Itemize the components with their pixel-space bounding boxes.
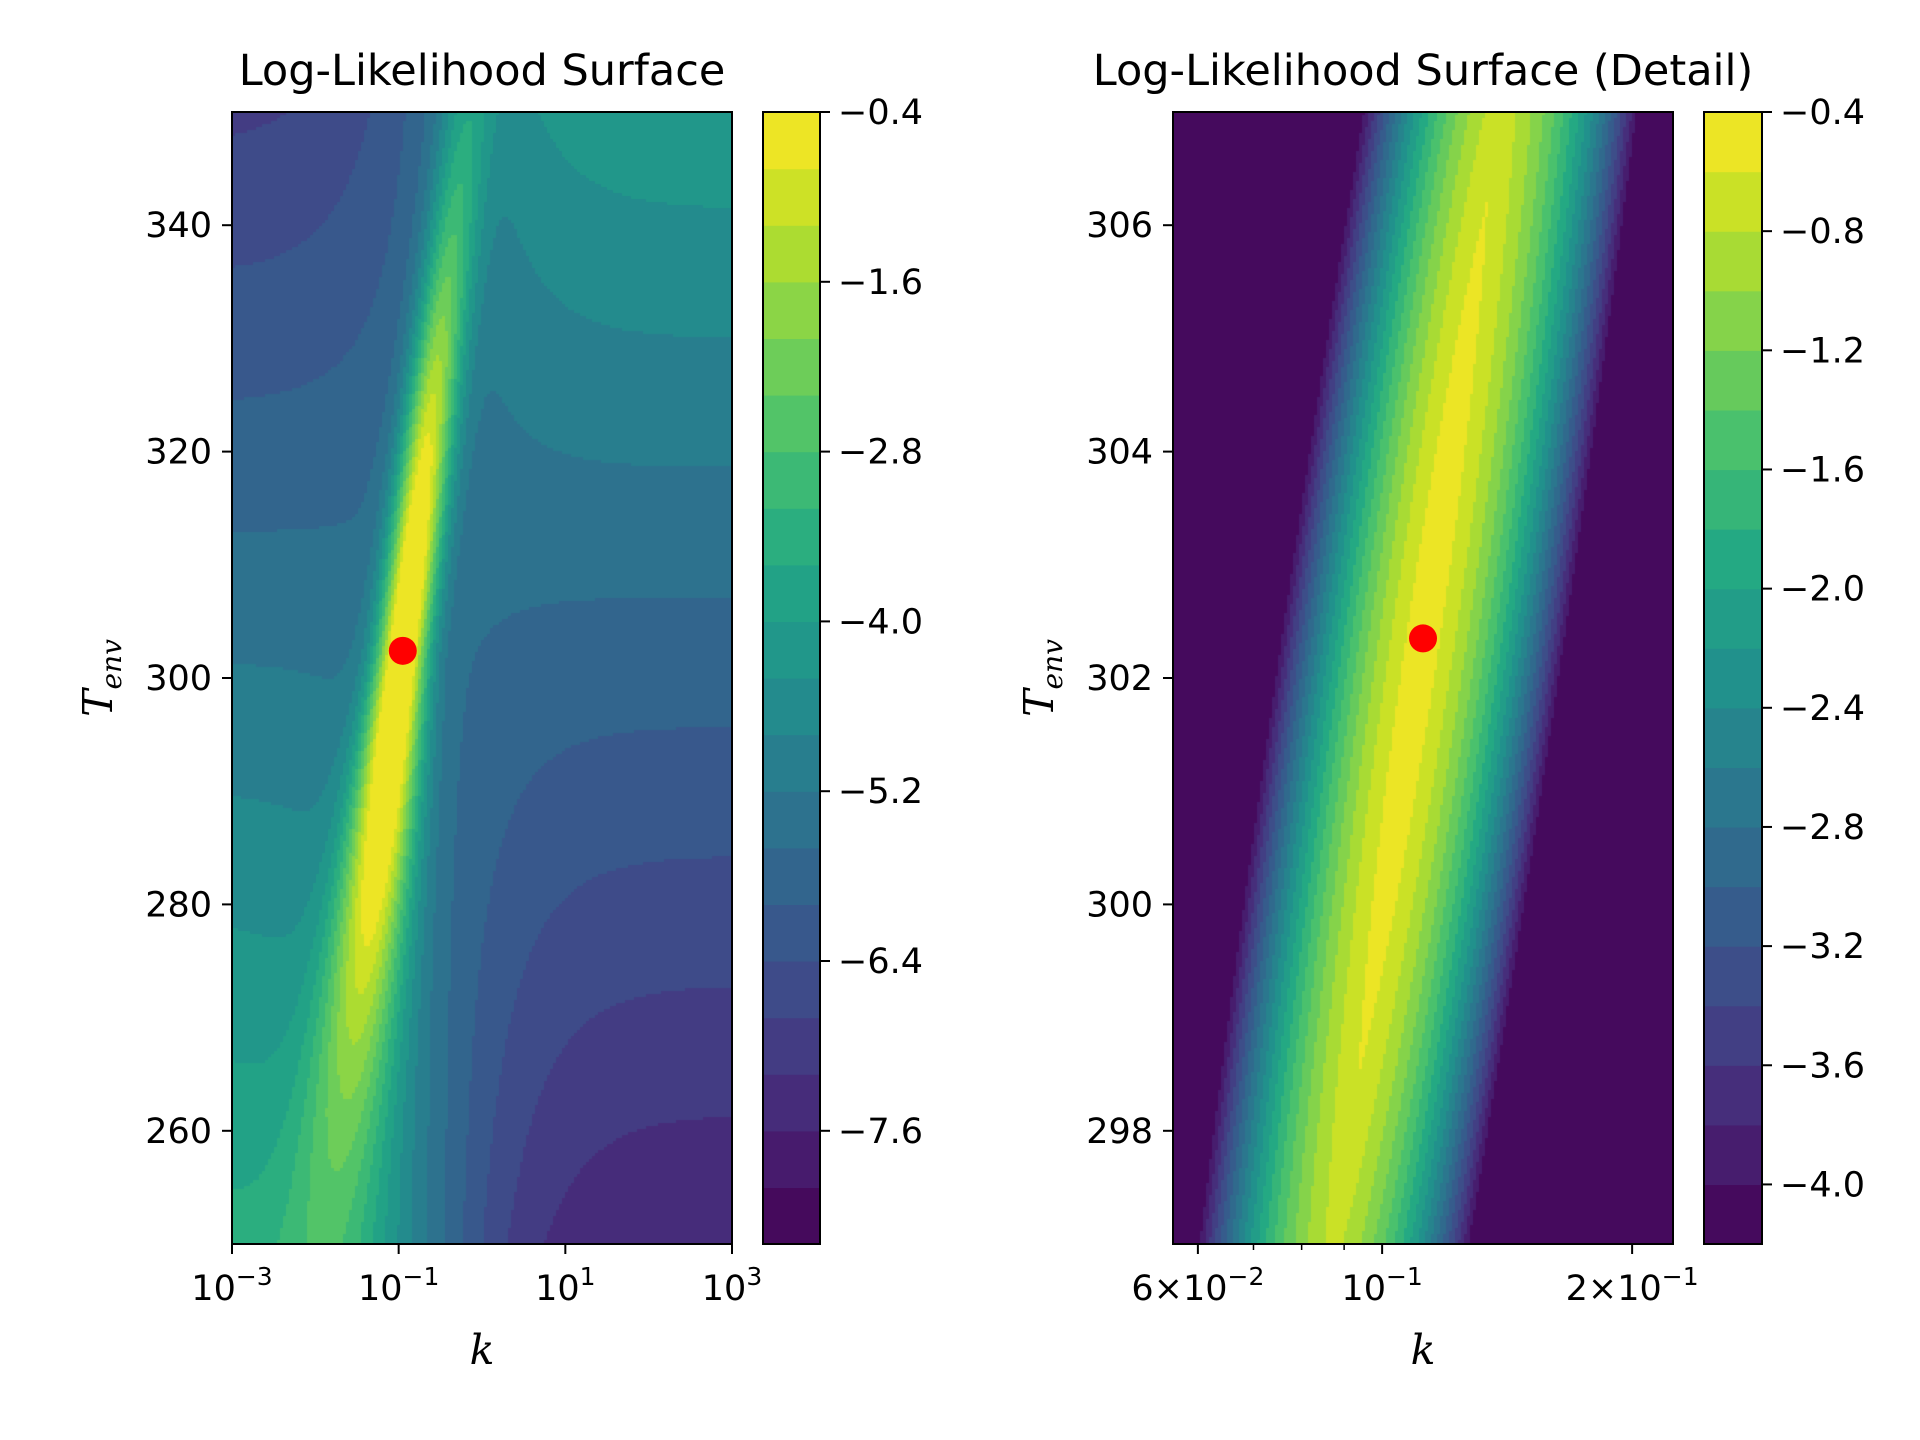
y-tick-label: 302 <box>1086 659 1153 699</box>
contour-surface <box>1173 112 1673 1244</box>
y-tick-label: 298 <box>1086 1112 1153 1152</box>
colorbar-level <box>1704 1184 1762 1245</box>
colorbar-level <box>763 1187 820 1245</box>
colorbar-level <box>763 112 820 170</box>
colorbar-level <box>763 961 820 1019</box>
colorbar-level <box>763 904 820 962</box>
panel-2: Log-Likelihood Surface (Detail) 298 300 302… <box>1015 46 1865 1374</box>
y-tick-label: 340 <box>145 206 212 246</box>
colorbar-level <box>1704 826 1762 888</box>
y-axis-label: Tenv <box>1015 639 1069 717</box>
colorbar-level <box>763 621 820 679</box>
colorbar-frame <box>1703 111 1763 1245</box>
colorbar-level <box>1704 469 1762 530</box>
colorbar-level <box>763 338 820 396</box>
mle-marker <box>1409 624 1437 653</box>
y-tick-label: 306 <box>1086 206 1153 246</box>
y-tick-label: 300 <box>145 659 212 699</box>
colorbar-level <box>1704 588 1762 649</box>
colorbar-tick-label: −2.8 <box>1780 808 1865 848</box>
y-tick-label: 300 <box>1086 885 1153 925</box>
colorbar-level <box>763 734 820 792</box>
y-tick-label: 260 <box>145 1112 212 1152</box>
colorbar-tick-label: −3.2 <box>1780 927 1865 967</box>
x-tick-label: 10−1 <box>358 1262 439 1309</box>
colorbar-tick-label: −4.0 <box>1780 1165 1865 1205</box>
colorbar-level <box>763 791 820 849</box>
x-axis-label: k <box>1411 1326 1436 1374</box>
colorbar-tick-label: −5.2 <box>838 772 923 812</box>
colorbar-level <box>763 564 820 622</box>
y-tick-label: 320 <box>145 433 212 473</box>
x-tick-label: 6×10−2 <box>1131 1262 1264 1309</box>
colorbar-tick-label: −3.6 <box>1780 1046 1865 1086</box>
colorbar-tick-label: −2.8 <box>838 433 923 473</box>
x-tick-label: 101 <box>535 1262 595 1309</box>
colorbar-level <box>763 1130 820 1188</box>
panel-1: Log-Likelihood Surface 260 280 300 320 340 10−… <box>74 46 923 1374</box>
mle-marker <box>388 636 417 665</box>
colorbar-level <box>1704 290 1762 351</box>
colorbar-level <box>1704 529 1762 590</box>
colorbar-tick-label: −7.6 <box>838 1112 923 1152</box>
colorbar-level <box>1704 767 1762 828</box>
colorbar-tick-label: −0.4 <box>838 93 923 133</box>
colorbar-level <box>763 678 820 736</box>
colorbar-level <box>763 1074 820 1132</box>
colorbar-level <box>1704 707 1762 768</box>
x-tick-label: 10−1 <box>1341 1262 1422 1309</box>
colorbar-tick-label: −4.0 <box>838 602 923 642</box>
y-axis-label: Tenv <box>74 639 128 717</box>
x-tick-label: 10−3 <box>191 1262 272 1309</box>
x-tick-label: 103 <box>702 1262 762 1309</box>
colorbar-level <box>1704 886 1762 947</box>
colorbar-level <box>1704 112 1762 173</box>
colorbar-level <box>1704 409 1762 471</box>
colorbar-level <box>1704 231 1762 292</box>
x-axis-label: k <box>470 1326 495 1374</box>
colorbar-tick-label: −2.4 <box>1780 689 1865 729</box>
chart-title: Log-Likelihood Surface (Detail) <box>1093 46 1753 96</box>
colorbar-level <box>763 281 820 339</box>
colorbar-frame <box>762 111 821 1245</box>
colorbar-tick-label: −0.8 <box>1780 212 1865 252</box>
colorbar-tick-label: −1.2 <box>1780 331 1865 371</box>
colorbar-level <box>763 508 820 566</box>
colorbar-level <box>1704 350 1762 411</box>
colorbar-level <box>763 847 820 905</box>
colorbar-level <box>763 1017 820 1075</box>
colorbar-level <box>1704 1065 1762 1126</box>
colorbar-level <box>1704 648 1762 709</box>
colorbar-level <box>1704 1124 1762 1186</box>
colorbar: −0.4 −1.6 −2.8 −4.0 −5.2 −6.4 −7.6 <box>762 93 923 1245</box>
colorbar-tick-label: −2.0 <box>1780 570 1865 610</box>
y-tick-label: 280 <box>145 885 212 925</box>
colorbar-level <box>763 168 820 226</box>
contour-surface <box>232 112 732 1244</box>
colorbar-level <box>1704 946 1762 1007</box>
x-tick-label: 2×10−1 <box>1566 1262 1699 1309</box>
colorbar: −0.4 −0.8 −1.2 −1.6 −2.0 −2.4 −2.8 −3.2 −3.6 −4.0 <box>1703 93 1865 1245</box>
colorbar-tick-label: −1.6 <box>838 263 923 303</box>
colorbar-level <box>1704 1005 1762 1066</box>
colorbar-level <box>763 395 820 453</box>
colorbar-level <box>763 451 820 509</box>
colorbar-tick-label: −6.4 <box>838 942 923 982</box>
colorbar-tick-label: −0.4 <box>1780 93 1865 133</box>
y-tick-label: 304 <box>1086 433 1153 473</box>
colorbar-tick-label: −1.6 <box>1780 450 1865 490</box>
colorbar-level <box>1704 171 1762 232</box>
chart-title: Log-Likelihood Surface <box>239 46 726 96</box>
colorbar-level <box>763 225 820 283</box>
